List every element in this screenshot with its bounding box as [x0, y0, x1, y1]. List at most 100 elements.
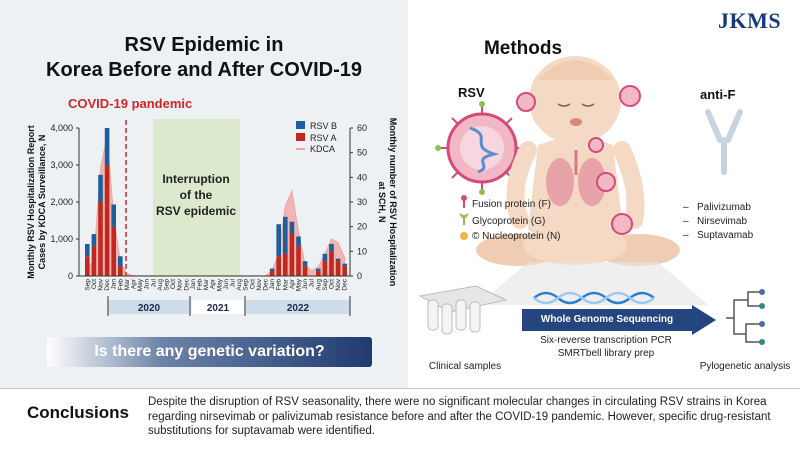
virus-particle-icon [516, 85, 641, 235]
antibody-icon [705, 109, 743, 175]
ytick-right-label: 40 [357, 172, 367, 182]
interruption-region [153, 119, 240, 276]
yticks-left: 0 1,000 2,000 3,000 4,000 [50, 123, 79, 281]
pcr-label-line2: SMRTbell library prep [557, 348, 655, 359]
xtick-label: Aug [315, 279, 322, 291]
bar-rsv-b [342, 263, 347, 267]
bar-rsv-a [342, 266, 347, 276]
legend-fusion-text: Fusion protein (F) [472, 199, 551, 210]
legend-glyco-text: Glycoprotein (G) [472, 216, 546, 227]
bar-rsv-a [335, 261, 341, 276]
xtick-label: Jan [269, 279, 276, 290]
nucleoprotein-icon [460, 232, 468, 240]
ytick-right-label: 10 [357, 246, 367, 256]
bar-rsv-b [316, 268, 321, 272]
wgs-arrow-icon [692, 305, 716, 335]
methods-title: Methods [483, 38, 563, 59]
pcr-label-line1: Six-reverse transcription PCR [540, 335, 672, 346]
yticks-right: 0 10 20 30 40 50 60 [350, 123, 367, 281]
xtick-label: Jan [190, 279, 197, 290]
sample-rack-icon [418, 285, 508, 335]
legend-rsv-a: RSV A [310, 133, 337, 143]
interruption-line3: RSV epidemic [156, 204, 236, 218]
antibody-item: – Suptavamab [683, 230, 754, 241]
legend-glycoprotein: Glycoprotein (G) [458, 216, 545, 227]
xtick-label: Sep [243, 279, 250, 291]
bar-rsv-b [283, 216, 288, 254]
conclusions-label: Conclusions [27, 403, 130, 422]
year-label-2021: 2021 [207, 303, 230, 314]
bar-rsv-a [91, 246, 97, 276]
xtick-label: Jul [150, 278, 157, 287]
xtick-label: Oct [249, 279, 256, 289]
xtick-label: Oct [329, 279, 336, 289]
ytick-left-label: 3,000 [50, 160, 73, 170]
ytick-left-label: 2,000 [50, 197, 73, 207]
antibody-item: – Nirsevimab [683, 216, 748, 227]
bar-rsv-b [302, 261, 308, 267]
bar-rsv-a [111, 226, 116, 276]
xtick-label: Apr [289, 278, 296, 289]
xtick-label: Jun [223, 279, 230, 290]
bars-group [85, 128, 347, 276]
legend-kdca: KDCA [310, 144, 335, 154]
phylogenetic-label: Pylogenetic analysis [699, 361, 791, 372]
bar-rsv-a [316, 271, 321, 276]
bar-rsv-a [276, 256, 281, 276]
ytick-right-label: 60 [357, 123, 367, 133]
phylogenetic-tree-icon [726, 291, 760, 343]
chart-title-line2: Korea Before and After COVID-19 [46, 59, 362, 81]
antibody-nirsevimab: Nirsevimab [697, 216, 748, 227]
xtick-label: May [296, 278, 303, 291]
bar-rsv-a [329, 251, 334, 276]
bar-rsv-b [296, 236, 301, 247]
journal-logo: JKMS [718, 8, 782, 33]
xtick-label: Feb [117, 279, 124, 291]
question-banner: Is there any genetic variation? [47, 337, 372, 367]
legend-fusion-protein: Fusion protein (F) [458, 199, 551, 210]
xtick-label: May [137, 278, 144, 291]
xtick-label: May [216, 278, 223, 291]
xtick-label: Apr [131, 278, 138, 289]
bar-rsv-a [296, 246, 301, 276]
fusion-protein-icon [461, 195, 467, 208]
xtick-label: Mar [282, 278, 289, 290]
ytick-left-label: 0 [68, 271, 73, 281]
xticks: Sep Oct Nov Dec Jan Feb Mar Apr May Jun Jul Aug Sep O… [84, 278, 348, 291]
antif-label: anti-F [700, 87, 736, 102]
bar-rsv-a [118, 266, 123, 276]
xtick-label: Jun [302, 279, 309, 290]
ytick-right-label: 30 [357, 197, 367, 207]
bar-rsv-a [269, 271, 275, 276]
antibody-palivizumab: Palivizumab [697, 202, 751, 213]
ytick-right-label: 50 [357, 148, 367, 158]
xtick-label: Oct [170, 279, 177, 289]
xtick-label: Mar [124, 278, 131, 290]
bar-rsv-b [85, 243, 90, 257]
methods-illustration [418, 56, 765, 345]
light-cone [478, 262, 708, 305]
bar-rsv-b [289, 221, 295, 235]
xtick-label: Nov [256, 278, 263, 290]
rsv-label: RSV [458, 85, 485, 100]
xtick-label: Dec [104, 278, 111, 290]
bar-rsv-a [104, 165, 110, 276]
interruption-line1: Interruption [162, 172, 229, 186]
divider [0, 388, 800, 389]
xtick-label: Apr [210, 278, 217, 289]
xtick-label: Mar [203, 278, 210, 290]
bar-rsv-a [289, 234, 295, 276]
xtick-label: Aug [157, 279, 164, 291]
xtick-label: Nov [98, 278, 105, 290]
bar-rsv-a [98, 202, 103, 276]
interruption-line2: of the [180, 188, 213, 202]
bar-rsv-b [98, 174, 103, 202]
xtick-label: Nov [335, 278, 342, 290]
dna-helix-icon [533, 291, 655, 305]
xtick-label: Sep [322, 279, 329, 291]
bar-rsv-a [283, 253, 288, 276]
legend-nucleoprotein: © Nucleoprotein (N) [458, 231, 561, 242]
xtick-label: Jul [309, 278, 316, 287]
bar-rsv-b [269, 268, 275, 272]
chart-title-line1: RSV Epidemic in [124, 34, 284, 56]
